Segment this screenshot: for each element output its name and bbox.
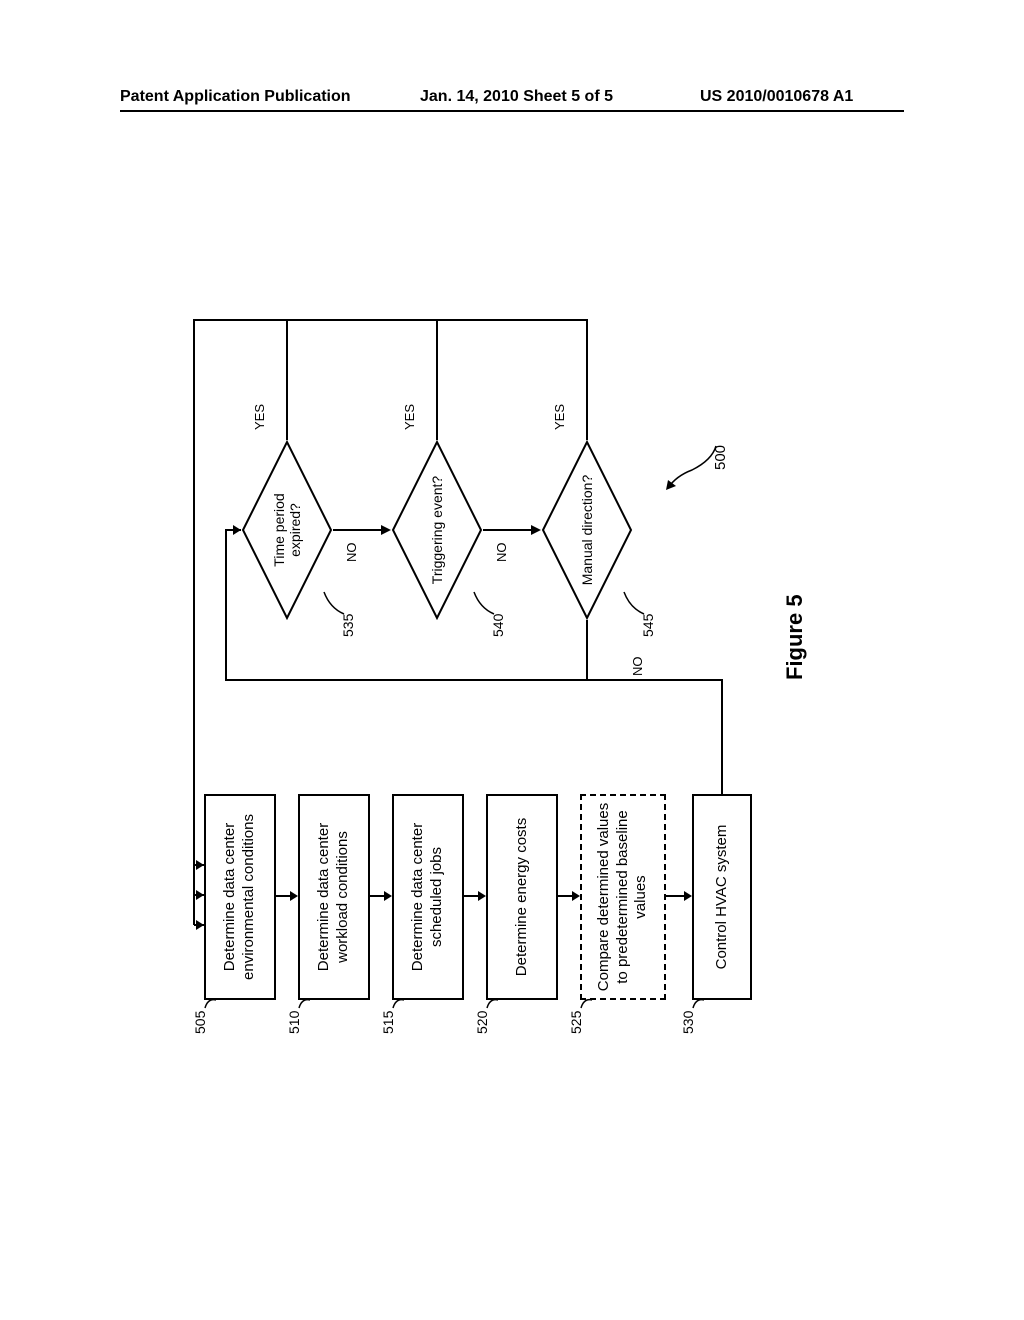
diagram-canvas: Determine data center environmental cond… [192, 280, 832, 1040]
header-left: Patent Application Publication [120, 88, 351, 106]
leader-500 [662, 440, 722, 500]
header-right: US 2010/0010678 A1 [700, 88, 853, 106]
header-rule [120, 110, 904, 112]
header-mid: Jan. 14, 2010 Sheet 5 of 5 [420, 88, 613, 106]
page: Patent Application Publication Jan. 14, … [0, 0, 1024, 1320]
route-yes-rail [192, 280, 832, 1040]
figure-caption: Figure 5 [782, 594, 808, 680]
diagram-area: Determine data center environmental cond… [192, 280, 832, 1040]
